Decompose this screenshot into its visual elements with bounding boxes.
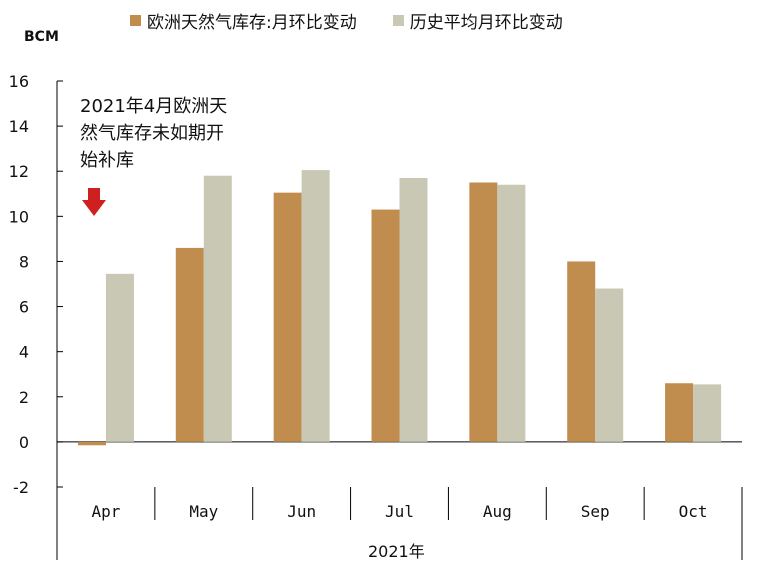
x-category-label: Sep: [581, 502, 610, 521]
legend-item-series-1: 欧洲天然气库存:月环比变动: [130, 8, 357, 33]
y-tick-label: 8: [19, 252, 29, 271]
y-tick-label: 2: [19, 388, 29, 407]
y-tick-label: 12: [9, 162, 29, 181]
x-category-label: Aug: [483, 502, 512, 521]
x-category-label: Jul: [385, 502, 414, 521]
x-category-label: May: [189, 502, 218, 521]
y-tick-label: 14: [9, 117, 29, 136]
y-axis-unit: BCM: [24, 29, 59, 45]
bar-inventory-change-jul: [371, 209, 400, 442]
x-category-label: Apr: [91, 502, 120, 521]
y-tick-label: 16: [9, 72, 29, 91]
bar-historical-average-jul: [399, 177, 428, 442]
bar-historical-average-may: [203, 175, 232, 442]
bar-inventory-change-apr: [77, 441, 106, 446]
legend-label-series-2: 历史平均月环比变动: [409, 13, 563, 33]
bar-inventory-change-sep: [567, 261, 596, 442]
legend-label-series-1: 欧洲天然气库存:月环比变动: [147, 13, 357, 33]
bar-inventory-change-aug: [469, 182, 498, 442]
x-category-label: Jun: [287, 502, 316, 521]
y-tick-label: 4: [19, 343, 29, 362]
bar-historical-average-oct: [693, 384, 722, 442]
bar-historical-average-jun: [301, 170, 330, 442]
y-tick-label: 10: [9, 207, 29, 226]
bar-historical-average-sep: [595, 288, 624, 442]
bar-inventory-change-jun: [273, 192, 302, 442]
bar-historical-average-apr: [105, 273, 134, 442]
x-category-label: Oct: [679, 502, 708, 521]
y-tick-label: 6: [19, 298, 29, 317]
chart-annotation: 2021年4月欧洲天然气库存未如期开始补库: [80, 96, 228, 171]
x-axis-title: 2021年: [368, 542, 425, 561]
legend-swatch-series-1: [130, 15, 141, 26]
legend-swatch-series-2: [392, 15, 404, 26]
bar-inventory-change-oct: [665, 383, 694, 442]
legend-item-series-2: 历史平均月环比变动: [392, 8, 563, 33]
bar-inventory-change-may: [175, 247, 204, 442]
chart-legend: 欧洲天然气库存:月环比变动 历史平均月环比变动: [130, 8, 563, 33]
y-tick-label: 0: [19, 433, 29, 452]
y-tick-label: -2: [13, 478, 29, 497]
down-arrow-icon: [82, 188, 106, 216]
bar-historical-average-aug: [497, 184, 526, 442]
